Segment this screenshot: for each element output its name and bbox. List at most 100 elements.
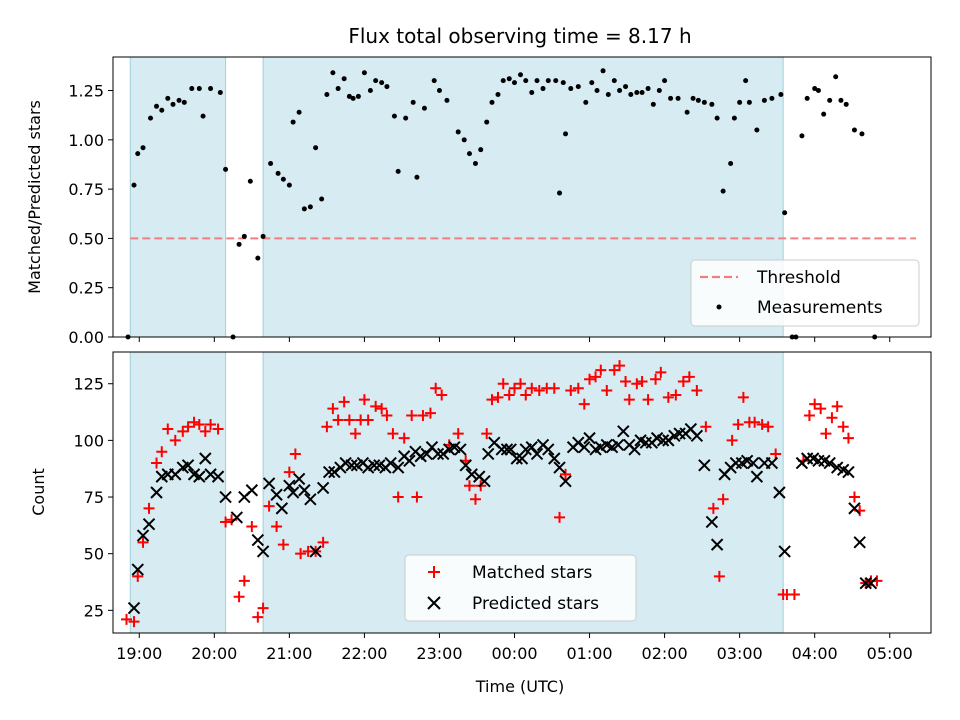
matched-stars-point <box>707 502 719 514</box>
matched-stars-point <box>601 385 613 397</box>
measurement-point <box>384 84 390 90</box>
predicted-stars-point <box>548 452 561 465</box>
predicted-stars-point <box>322 465 336 479</box>
matched-stars-point <box>595 364 607 376</box>
measurement-point <box>737 99 743 105</box>
matched-stars-point <box>128 616 140 628</box>
predicted-stars-point <box>628 443 641 456</box>
measurement-point <box>189 86 195 92</box>
measurement-point <box>594 88 600 94</box>
matched-stars-point <box>283 466 295 478</box>
predicted-stars-point <box>131 563 144 576</box>
y-tick-label: 1.25 <box>68 82 104 101</box>
measurement-point <box>639 89 645 95</box>
predicted-stars-point <box>316 481 330 495</box>
y-tick-label: 0.50 <box>68 229 104 248</box>
matched-stars-point <box>132 570 144 582</box>
measurement-point <box>583 99 589 105</box>
measurement-point <box>319 196 325 202</box>
measurement-point <box>330 70 336 76</box>
predicted-stars-point <box>698 459 711 472</box>
legend-matched-label: Matched stars <box>472 563 592 583</box>
predicted-stars-point <box>530 447 544 461</box>
predicted-stars-point <box>504 443 517 456</box>
predicted-stars-point <box>859 576 872 590</box>
predicted-stars-point <box>309 545 322 558</box>
measurement-point <box>421 105 427 111</box>
measurement-point <box>690 95 696 101</box>
predicted-stars-point <box>823 456 836 470</box>
measurement-points <box>125 68 878 340</box>
predicted-stars-point <box>617 425 630 438</box>
measurement-point <box>154 103 160 109</box>
y-tick-label: 125 <box>73 375 104 394</box>
measurement-point <box>634 89 640 95</box>
matched-stars-point <box>837 421 849 433</box>
matched-stars-point <box>578 398 590 410</box>
measurement-point <box>540 86 546 92</box>
measurement-point <box>350 95 356 101</box>
measurement-point <box>617 88 623 94</box>
x-tick-label: 23:00 <box>416 644 462 663</box>
predicted-stars-point <box>420 447 433 461</box>
matched-stars-point <box>820 428 832 440</box>
measurement-point <box>782 210 788 216</box>
matched-stars-point <box>700 421 712 433</box>
measurement-point <box>843 101 849 107</box>
measurement-point <box>341 76 347 82</box>
predicted-stars-point <box>765 456 779 470</box>
measurement-point <box>208 86 214 92</box>
count-points <box>121 360 883 628</box>
matched-stars-point <box>463 480 475 492</box>
predicted-stars-point <box>611 438 625 452</box>
matched-stars-point <box>169 434 181 446</box>
measurement-point <box>815 88 821 94</box>
y-tick-label: 25 <box>84 601 104 620</box>
predicted-stars-point <box>750 470 764 483</box>
measurement-point <box>589 80 595 86</box>
matched-stars-point <box>121 613 133 625</box>
measurement-point <box>517 72 523 78</box>
predicted-stars-point <box>142 518 156 531</box>
legend-threshold-label: Threshold <box>756 268 841 288</box>
measurement-point <box>563 131 569 137</box>
predicted-stars-point <box>542 443 555 456</box>
matched-stars-point <box>338 396 350 408</box>
predicted-stars-point <box>345 459 358 472</box>
predicted-stars-point <box>304 493 317 506</box>
matched-stars-point <box>717 493 729 505</box>
measurement-point <box>255 255 261 261</box>
y-tick-label: 0.00 <box>68 328 104 347</box>
top-panel: 0.00 0.25 0.50 0.75 1.00 1.25 Matched/Predict… <box>25 56 932 347</box>
predicted-stars-point <box>454 443 467 456</box>
y-tick-label: 75 <box>84 488 104 507</box>
measurement-point <box>241 233 247 239</box>
measurement-point <box>131 182 137 188</box>
measurement-point <box>575 84 581 90</box>
measurement-point <box>728 160 734 166</box>
matched-stars-point <box>584 373 596 385</box>
matched-stars-point <box>514 378 526 390</box>
measurement-point <box>391 113 397 119</box>
matched-stars-point <box>826 412 838 424</box>
matched-stars-point <box>683 371 695 383</box>
matched-stars-point <box>803 409 815 421</box>
measurement-point <box>159 107 165 113</box>
measurement-point <box>260 233 266 239</box>
measurement-point <box>247 178 253 184</box>
matched-stars-point <box>614 360 626 372</box>
legend: Threshold Measurements <box>690 259 920 327</box>
y-tick-label: 50 <box>84 545 104 564</box>
predicted-stars-point <box>283 479 296 492</box>
measurement-point <box>367 88 373 94</box>
predicted-stars-point <box>230 511 244 524</box>
predicted-stars-point <box>431 447 445 461</box>
predicted-stars-point <box>478 474 491 488</box>
measurement-point <box>838 97 844 103</box>
predicted-stars-point <box>275 502 289 515</box>
matched-stars-point <box>469 493 481 505</box>
matched-stars-point <box>295 548 307 560</box>
measurement-point <box>769 95 775 101</box>
x-tick-label: 21:00 <box>266 644 312 663</box>
